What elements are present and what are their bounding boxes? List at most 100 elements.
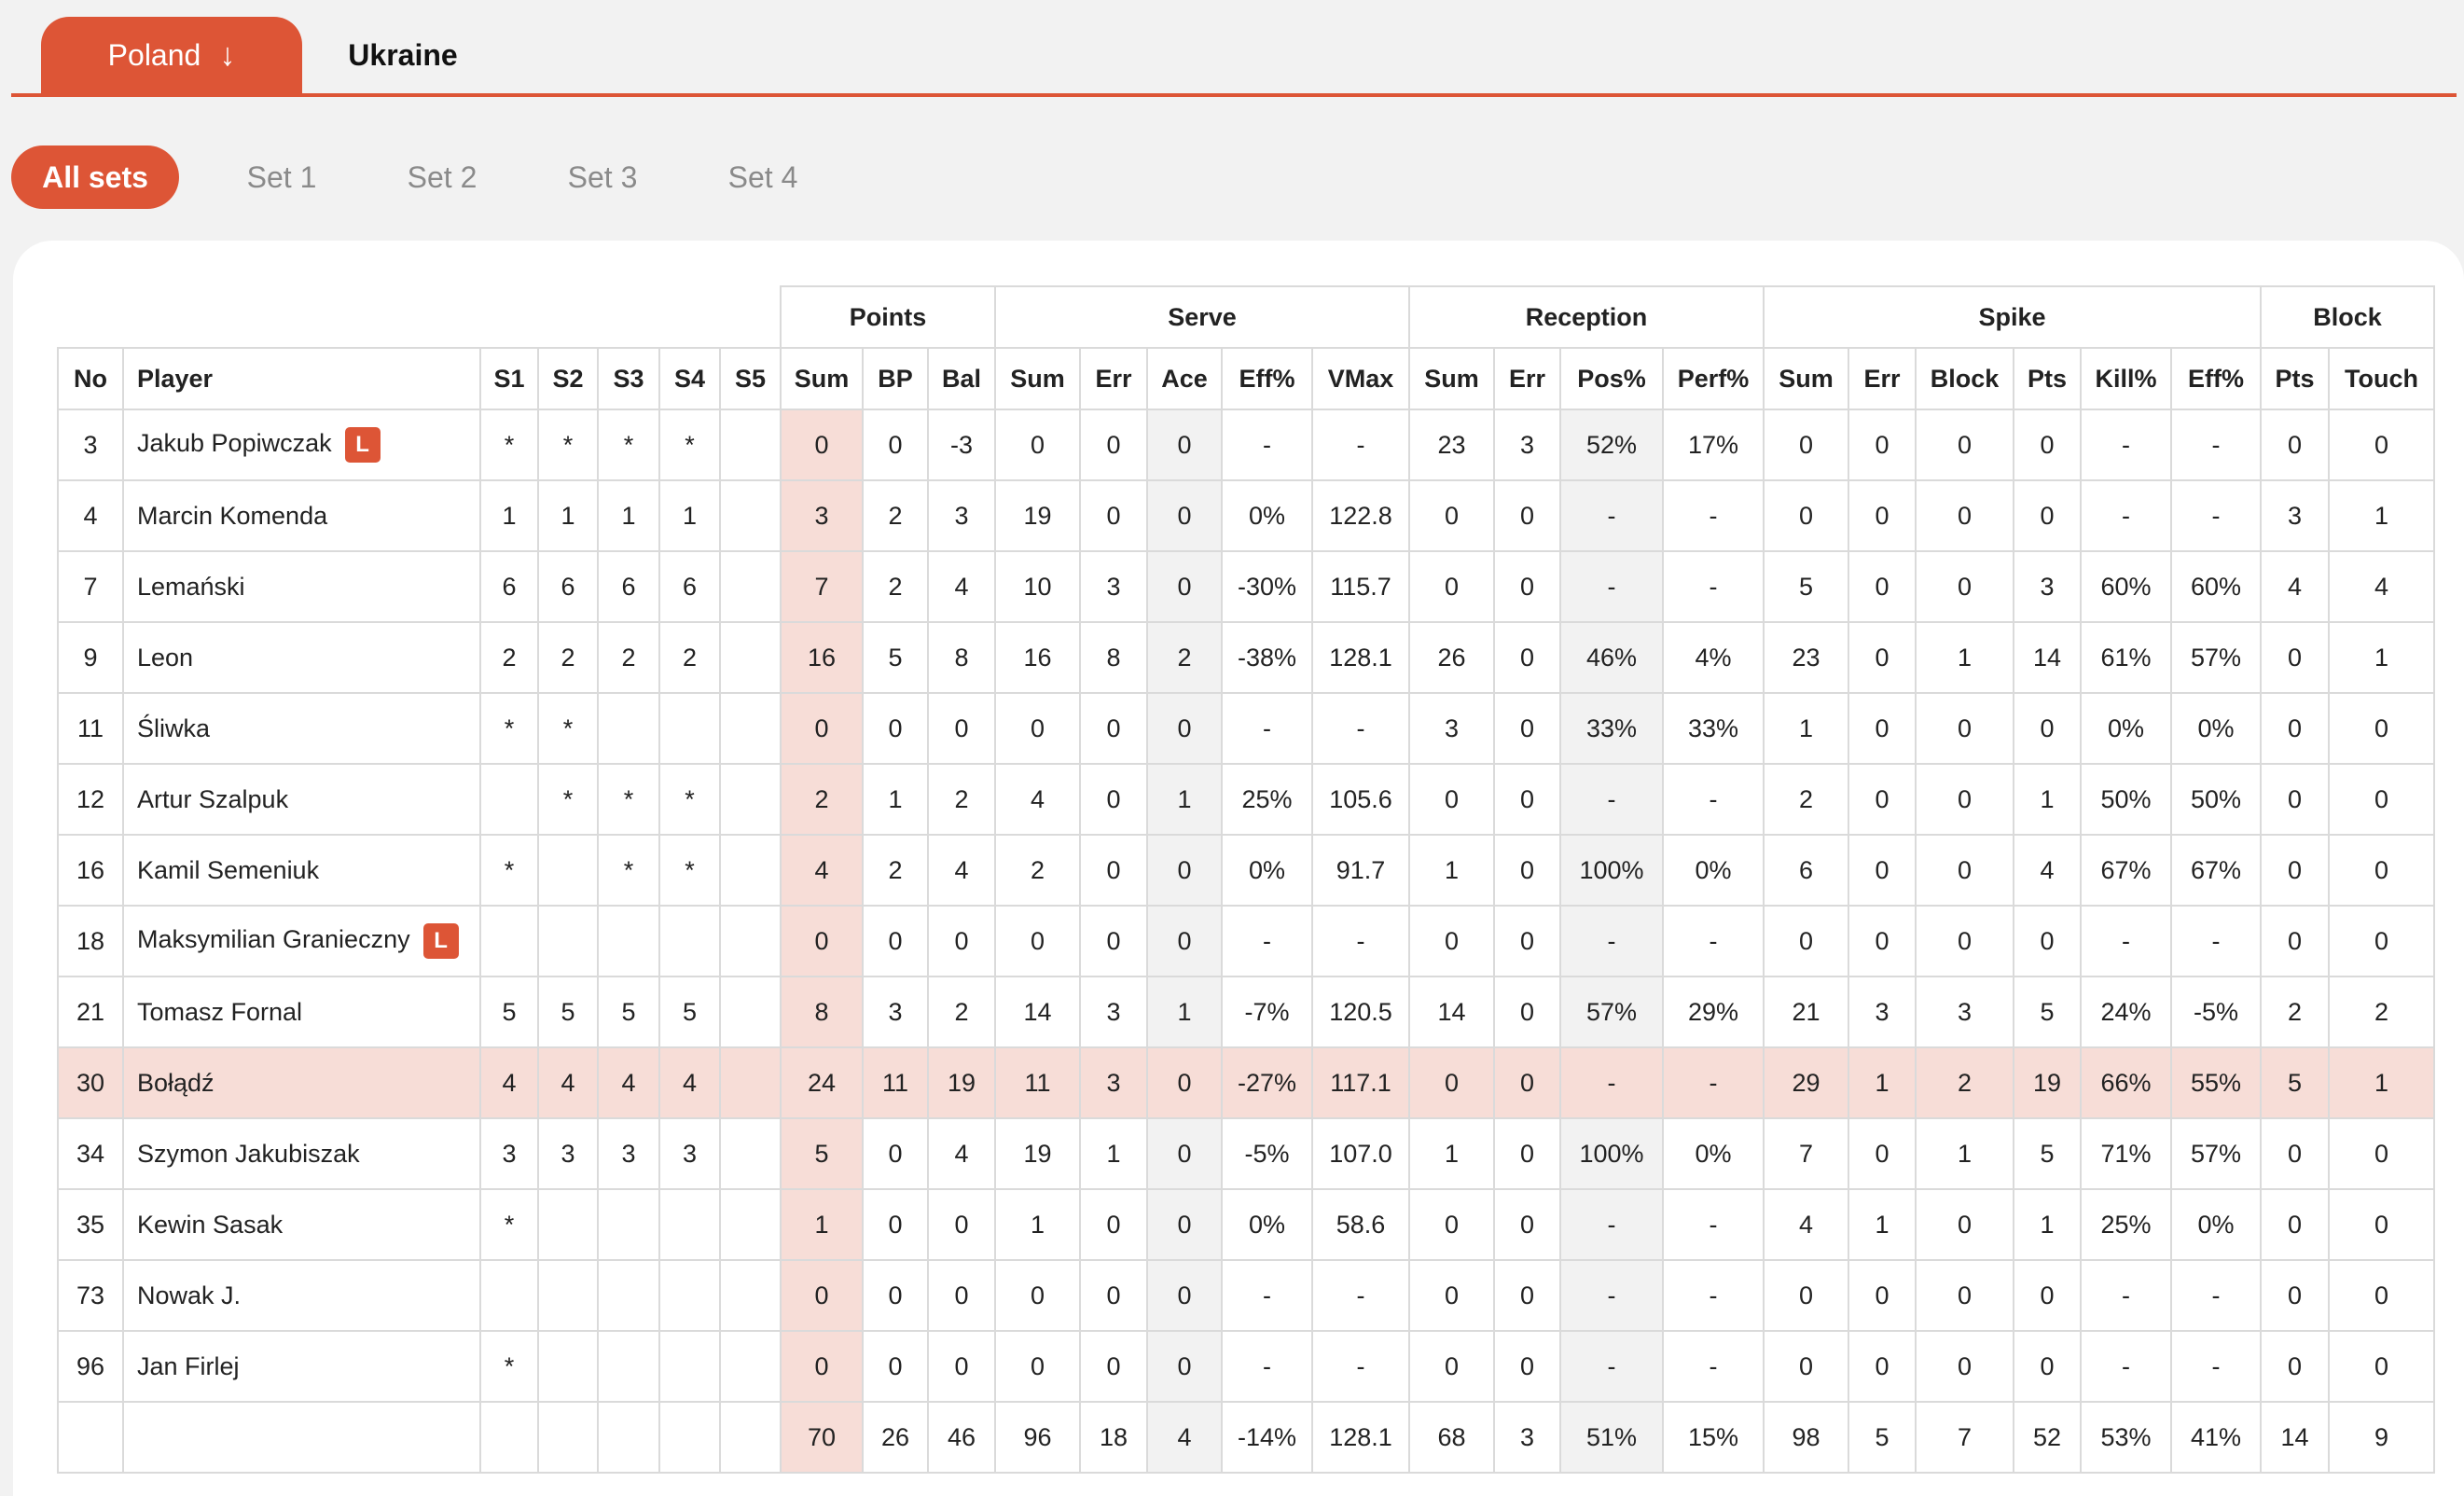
stat-cell (479, 763, 539, 836)
stat-cell: 2 (780, 763, 864, 836)
table-row[interactable]: 12 Artur Szalpuk * * * 2 1 2 4 0 1 25% 105.6 0 0- -2 0 0 1… (57, 763, 2435, 836)
stat-cell: 0 (2013, 479, 2082, 552)
column-header-sum-10[interactable]: Sum (994, 347, 1081, 410)
stat-cell: 4 (2013, 834, 2082, 907)
stat-cell: 57% (1559, 976, 1664, 1048)
tab-set-2[interactable]: Set 2 (407, 159, 478, 194)
player-name-cell: Jan Firlej (122, 1330, 481, 1403)
tab-ukraine[interactable]: Ukraine (333, 17, 473, 93)
column-header-perf-18[interactable]: Perf% (1662, 347, 1765, 410)
column-header-s3-4[interactable]: S3 (597, 347, 660, 410)
table-row[interactable]: 21 Tomasz Fornal 5 5 5 5 8 3 2 14 3 1 -7% 120.5 14 0 57%… (57, 976, 2435, 1048)
stat-cell: 1 (862, 763, 929, 836)
table-row[interactable]: 3 Jakub Popiwczak L * * * * 0 0 -3 0 0 0- -23 3 52% 17% 0… (57, 409, 2435, 481)
stat-cell (658, 692, 721, 765)
column-header-s1-2[interactable]: S1 (479, 347, 539, 410)
stat-cell: 0 (1493, 1117, 1561, 1190)
stat-cell: 1 (1408, 834, 1495, 907)
player-name-cell: Artur Szalpuk (122, 763, 481, 836)
stat-cell: 3 (1079, 976, 1148, 1048)
column-header-pts-25[interactable]: Pts (2260, 347, 2330, 410)
stat-cell: 6 (1763, 834, 1849, 907)
stat-cell: 2 (927, 763, 996, 836)
column-header-err-20[interactable]: Err (1848, 347, 1917, 410)
stat-cell (719, 409, 782, 481)
column-header-sum-7[interactable]: Sum (780, 347, 864, 410)
player-number: 4 (57, 479, 124, 552)
tab-set-3[interactable]: Set 3 (567, 159, 638, 194)
table-row[interactable]: 4 Marcin Komenda 1 1 1 1 3 2 3 19 0 0 0% 122.8 0 0- -0 0 0… (57, 479, 2435, 552)
column-header-bp-8[interactable]: BP (862, 347, 929, 410)
stat-cell: * (537, 692, 599, 765)
stat-cell: - (2080, 479, 2172, 552)
tab-set-4[interactable]: Set 4 (727, 159, 798, 194)
stat-cell: 1 (994, 1188, 1081, 1261)
stat-cell: 7 (1763, 1117, 1849, 1190)
column-header-block-21[interactable]: Block (1915, 347, 2014, 410)
column-header-touch-26[interactable]: Touch (2328, 347, 2435, 410)
stat-cell: 33% (1559, 692, 1664, 765)
stat-cell: 0 (1763, 905, 1849, 977)
column-header-err-16[interactable]: Err (1493, 347, 1561, 410)
column-header-bal-9[interactable]: Bal (927, 347, 996, 410)
column-header-eff-24[interactable]: Eff% (2170, 347, 2262, 410)
tab-all-sets[interactable]: All sets (11, 145, 179, 209)
stat-cell: 0 (2260, 692, 2330, 765)
table-row[interactable]: 30 Bołądź 4 4 4 4 24 11 19 11 3 0 -27% 117.1 0 0- -29 1 2 1… (57, 1046, 2435, 1119)
stat-cell: 0 (994, 692, 1081, 765)
column-header-s5-6[interactable]: S5 (719, 347, 782, 410)
total-cell: -14% (1221, 1401, 1313, 1474)
stat-cell: 0 (1493, 905, 1561, 977)
stat-cell: 2 (537, 621, 599, 694)
column-header-err-11[interactable]: Err (1079, 347, 1148, 410)
table-row[interactable]: 18 Maksymilian Granieczny L 0 0 0 0 0 0- -0 0- -0 0 0… (57, 905, 2435, 977)
stat-cell: 105.6 (1311, 763, 1410, 836)
stat-cell: 57% (2170, 621, 2262, 694)
stat-cell: 0 (1493, 1046, 1561, 1119)
table-row[interactable]: 73 Nowak J. 0 0 0 0 0 0- -0 0- -0 0 0 0- -0 0 (57, 1259, 2435, 1332)
stat-cell: 25% (1221, 763, 1313, 836)
column-header-no-0[interactable]: No (57, 347, 124, 410)
stat-cell: 1 (2328, 479, 2435, 552)
column-header-s2-3[interactable]: S2 (537, 347, 599, 410)
stat-cell: 0 (1848, 550, 1917, 623)
stat-cell: 0 (2260, 621, 2330, 694)
stat-cell: 0 (2260, 1117, 2330, 1190)
table-row[interactable]: 35 Kewin Sasak * 1 0 0 1 0 0 0% 58.6 0 0- -4 1 0 1 25% 0% 0… (57, 1188, 2435, 1261)
tab-set-1[interactable]: Set 1 (246, 159, 317, 194)
stat-cell (719, 905, 782, 977)
stat-cell: 0 (1915, 1330, 2014, 1403)
stat-cell: 0 (2328, 834, 2435, 907)
column-header-sum-15[interactable]: Sum (1408, 347, 1495, 410)
stat-cell: 3 (1408, 692, 1495, 765)
stat-cell: 0 (1408, 550, 1495, 623)
stat-cell: 0 (1848, 834, 1917, 907)
stat-cell: 4 (1763, 1188, 1849, 1261)
stat-cell: 0 (1146, 1117, 1223, 1190)
column-header-ace-12[interactable]: Ace (1146, 347, 1223, 410)
table-row[interactable]: 11 Śliwka * * 0 0 0 0 0 0- -3 0 33% 33% 1 0 0 0 0% 0% 0 0 (57, 692, 2435, 765)
stat-cell: 0 (2260, 1259, 2330, 1332)
table-row[interactable]: 7 Lemański 6 6 6 6 7 2 4 10 3 0 -30% 115.7 0 0- -5 0 0 3 60%… (57, 550, 2435, 623)
libero-badge: L (422, 923, 459, 959)
column-header-eff-13[interactable]: Eff% (1221, 347, 1313, 410)
stat-cell: 0 (1146, 905, 1223, 977)
table-row[interactable]: 16 Kamil Semeniuk * * * 4 2 4 2 0 0 0% 91.7 1 0 100% 0% 6… (57, 834, 2435, 907)
stat-cell: 24% (2080, 976, 2172, 1048)
column-header-s4-5[interactable]: S4 (658, 347, 721, 410)
stat-cell: - (1221, 1330, 1313, 1403)
column-header-sum-19[interactable]: Sum (1763, 347, 1849, 410)
table-row[interactable]: 96 Jan Firlej * 0 0 0 0 0 0- -0 0- -0 0 0 0- -0 0 (57, 1330, 2435, 1403)
column-header-pos-17[interactable]: Pos% (1559, 347, 1664, 410)
column-header-pts-22[interactable]: Pts (2013, 347, 2082, 410)
column-header-player-1[interactable]: Player (122, 347, 481, 410)
table-row[interactable]: 9 Leon 2 2 2 2 16 5 8 16 8 2 -38% 128.1 26 0 46% 4% 23 0 1 14… (57, 621, 2435, 694)
stat-cell: 0 (1079, 1330, 1148, 1403)
group-points: Points (780, 285, 996, 349)
stat-cell: 4 (2260, 550, 2330, 623)
column-header-kill-23[interactable]: Kill% (2080, 347, 2172, 410)
stat-cell: 16 (994, 621, 1081, 694)
table-row[interactable]: 34 Szymon Jakubiszak 3 3 3 3 5 0 4 19 1 0 -5% 107.0 1 0… (57, 1117, 2435, 1190)
tab-poland[interactable]: Poland ↓ (41, 17, 302, 93)
column-header-vmax-14[interactable]: VMax (1311, 347, 1410, 410)
